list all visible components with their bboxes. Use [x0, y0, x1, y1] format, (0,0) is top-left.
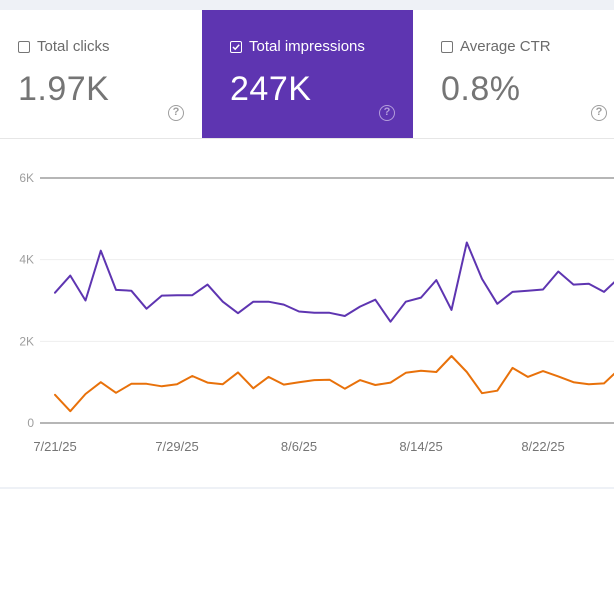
checkbox-checked-icon[interactable] — [230, 40, 242, 53]
checkbox-unchecked-icon[interactable] — [18, 40, 30, 53]
metric-card-total-impressions[interactable]: Total impressions 247K ? — [202, 10, 413, 138]
metric-value: 0.8% — [441, 70, 521, 108]
x-tick-label: 7/29/25 — [155, 439, 198, 454]
section-divider — [0, 487, 614, 489]
help-circle-icon[interactable]: ? — [168, 105, 184, 121]
help-circle-icon[interactable]: ? — [379, 105, 395, 121]
help-circle-icon[interactable]: ? — [591, 105, 607, 121]
y-tick-label: 0 — [27, 416, 34, 430]
y-tick-label: 2K — [19, 334, 34, 348]
y-tick-label: 4K — [19, 253, 34, 267]
performance-line-chart: 0 2K 4K 6K 7/21/25 7/29/25 8/6/25 8/14/25 8/22/2… — [19, 171, 614, 454]
x-tick-label: 7/21/25 — [33, 439, 76, 454]
metric-label-row: Total impressions — [230, 38, 365, 55]
series-line-clicks — [54, 355, 614, 413]
series-line-impressions — [54, 241, 614, 323]
metric-label: Total clicks — [37, 38, 110, 55]
x-tick-label: 8/14/25 — [399, 439, 442, 454]
metric-label-row: Total clicks — [18, 38, 110, 55]
metric-value: 1.97K — [18, 70, 110, 108]
metric-card-total-clicks[interactable]: Total clicks 1.97K ? — [0, 10, 202, 138]
checkbox-unchecked-icon[interactable] — [441, 40, 453, 53]
x-tick-label: 8/6/25 — [281, 439, 317, 454]
metric-label-row: Average CTR — [441, 38, 551, 55]
metric-cards: Total clicks 1.97K ? Total impressions 2… — [0, 10, 614, 139]
top-bar — [0, 0, 614, 10]
metric-value: 247K — [230, 70, 312, 108]
x-tick-label: 8/22/25 — [521, 439, 564, 454]
y-tick-label: 6K — [19, 171, 34, 185]
metric-label: Total impressions — [249, 38, 365, 55]
metric-label: Average CTR — [460, 38, 551, 55]
metric-card-average-ctr[interactable]: Average CTR 0.8% ? — [413, 10, 614, 138]
